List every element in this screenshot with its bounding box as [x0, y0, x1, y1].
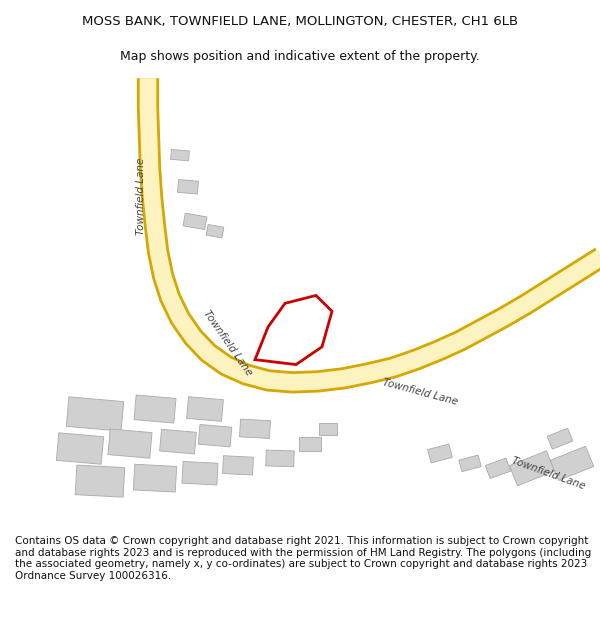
Text: Townfield Lane: Townfield Lane	[202, 308, 254, 378]
Polygon shape	[198, 424, 232, 447]
Polygon shape	[547, 428, 573, 449]
Polygon shape	[223, 456, 253, 475]
Polygon shape	[428, 444, 452, 463]
Polygon shape	[75, 465, 125, 497]
Polygon shape	[255, 296, 332, 364]
Polygon shape	[239, 419, 271, 438]
Polygon shape	[160, 429, 196, 454]
Polygon shape	[133, 464, 176, 492]
Polygon shape	[299, 437, 321, 451]
Polygon shape	[266, 450, 294, 467]
Text: Townfield Lane: Townfield Lane	[382, 378, 458, 407]
Polygon shape	[187, 397, 223, 421]
Polygon shape	[134, 395, 176, 423]
Polygon shape	[66, 397, 124, 431]
Polygon shape	[550, 446, 594, 481]
Text: Map shows position and indicative extent of the property.: Map shows position and indicative extent…	[120, 50, 480, 62]
Polygon shape	[178, 179, 199, 194]
Polygon shape	[183, 213, 207, 229]
Polygon shape	[206, 224, 224, 238]
Polygon shape	[509, 451, 554, 486]
Polygon shape	[459, 455, 481, 472]
Text: Contains OS data © Crown copyright and database right 2021. This information is : Contains OS data © Crown copyright and d…	[15, 536, 591, 581]
Polygon shape	[56, 433, 104, 464]
Polygon shape	[182, 461, 218, 485]
Polygon shape	[485, 458, 511, 479]
Polygon shape	[170, 149, 190, 161]
Polygon shape	[319, 423, 337, 435]
Text: Townfield Lane: Townfield Lane	[136, 158, 146, 236]
Text: Townfield Lane: Townfield Lane	[510, 455, 586, 491]
Text: MOSS BANK, TOWNFIELD LANE, MOLLINGTON, CHESTER, CH1 6LB: MOSS BANK, TOWNFIELD LANE, MOLLINGTON, C…	[82, 16, 518, 28]
Polygon shape	[108, 429, 152, 458]
